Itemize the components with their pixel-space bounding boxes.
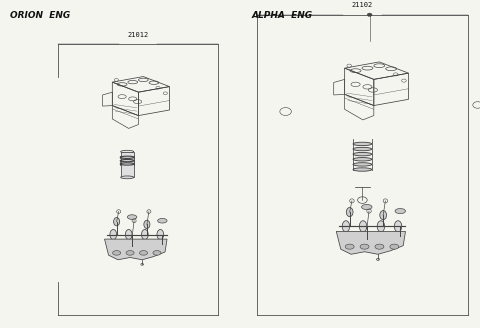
Ellipse shape [127,215,137,219]
Ellipse shape [144,220,150,229]
Ellipse shape [157,230,164,239]
Ellipse shape [394,221,402,232]
Ellipse shape [110,230,117,239]
Ellipse shape [378,240,388,245]
Ellipse shape [360,221,367,232]
Polygon shape [105,239,167,260]
Ellipse shape [120,150,134,153]
Ellipse shape [342,221,349,232]
Text: 21102: 21102 [352,2,373,8]
Ellipse shape [353,157,372,161]
Ellipse shape [353,153,372,156]
Ellipse shape [159,239,165,248]
Ellipse shape [125,230,132,239]
Ellipse shape [375,244,384,249]
Ellipse shape [153,251,161,255]
Text: ALPHA  ENG: ALPHA ENG [252,11,313,20]
Ellipse shape [363,235,370,244]
Ellipse shape [345,241,355,247]
Ellipse shape [353,142,372,146]
Ellipse shape [112,248,121,253]
Ellipse shape [345,244,354,249]
Ellipse shape [347,208,353,217]
Ellipse shape [114,217,120,226]
Circle shape [367,13,372,16]
Ellipse shape [397,232,404,241]
Ellipse shape [361,204,372,210]
Polygon shape [336,232,406,254]
Ellipse shape [380,211,386,220]
Ellipse shape [353,147,372,151]
Ellipse shape [377,221,384,232]
Bar [120,152,134,177]
Ellipse shape [140,251,147,255]
Text: 21012: 21012 [127,32,149,38]
Ellipse shape [142,247,152,252]
Ellipse shape [126,251,134,255]
Ellipse shape [142,230,148,239]
Ellipse shape [353,163,372,166]
Text: ORION  ENG: ORION ENG [10,11,70,20]
Ellipse shape [353,168,372,171]
Ellipse shape [390,244,399,249]
Ellipse shape [113,251,120,255]
Ellipse shape [395,209,406,214]
Ellipse shape [157,218,167,223]
Ellipse shape [129,242,135,250]
Ellipse shape [360,244,369,249]
Ellipse shape [120,176,134,179]
